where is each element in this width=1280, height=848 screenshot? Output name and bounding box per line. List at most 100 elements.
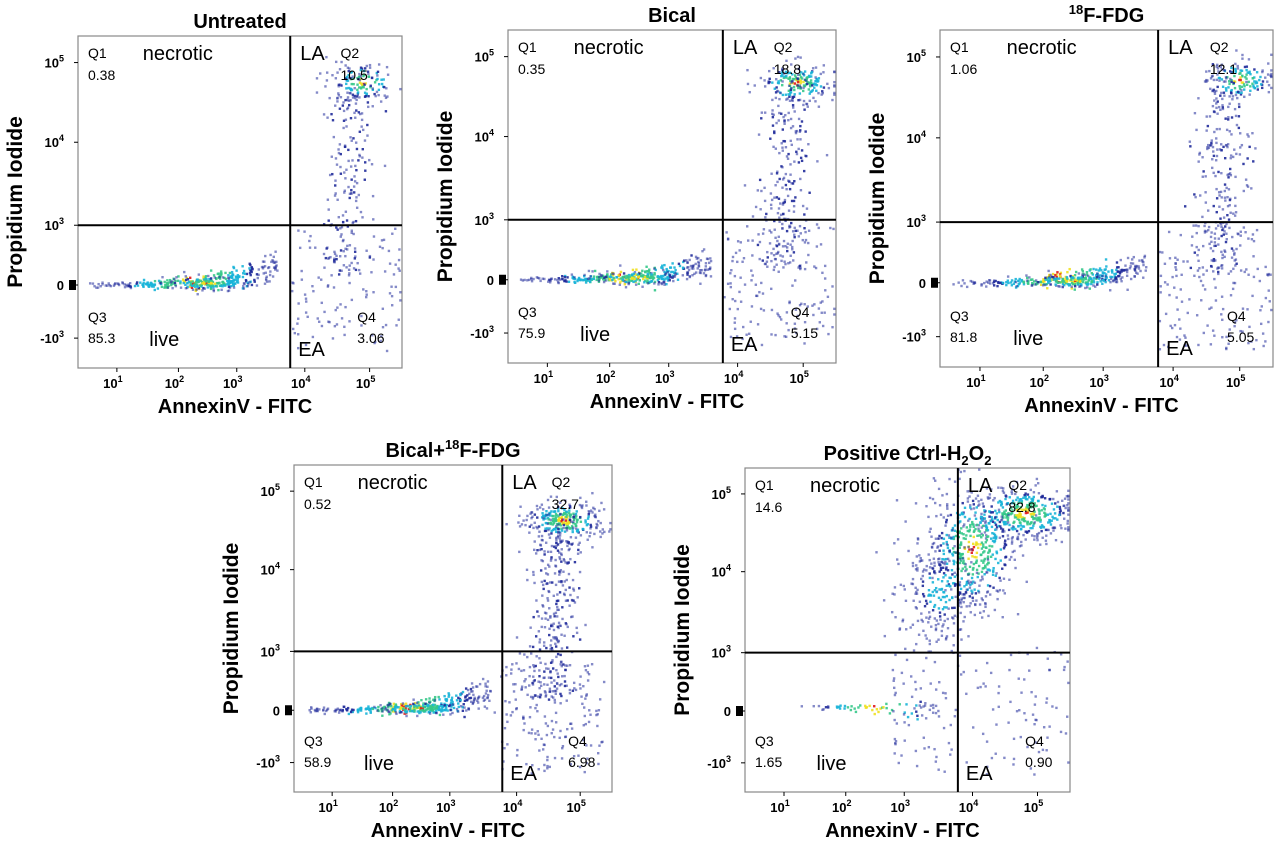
event-dot [961,279,965,282]
event-dot [1247,237,1250,240]
event-dot [761,292,765,295]
event-dot [781,222,784,226]
event-dot [342,238,345,242]
event-dot [556,534,560,537]
event-dot [859,704,862,707]
event-dot [323,712,326,716]
event-dot [768,77,771,81]
event-dot [291,289,294,293]
event-dot [739,300,743,303]
event-dot [731,255,735,259]
event-dot [1178,318,1181,321]
event-dot [1105,265,1108,268]
event-dot [776,170,779,173]
event-dot [556,281,560,284]
event-dot [542,587,545,591]
event-dot [546,522,550,525]
event-dot [153,283,156,287]
event-dot [944,638,948,641]
event-dot [206,283,209,287]
event-dot [536,527,539,530]
event-dot [746,225,749,228]
event-dot [1227,116,1230,119]
event-dot [1049,523,1053,526]
event-dot [1235,49,1238,52]
event-dot [552,527,556,531]
event-dot [1051,272,1055,276]
event-dot [1031,501,1034,505]
event-dot [585,744,588,747]
event-dot [982,561,985,564]
event-dot [547,518,550,521]
event-dot [1218,194,1221,197]
event-dot [765,212,768,216]
event-dot [780,259,783,263]
event-dot [829,226,832,230]
event-dot [320,301,323,305]
event-dot [729,282,732,285]
event-dot [777,80,780,83]
event-dot [873,712,876,716]
event-dot [981,502,985,505]
event-dot [1001,528,1005,531]
event-dot [1213,237,1217,240]
event-dot [407,704,410,708]
event-dot [266,280,269,283]
event-dot [1032,513,1036,516]
event-dot [966,490,969,493]
y-axis-label: Propidium Iodide [434,111,457,283]
event-dot [246,284,249,288]
event-dot [345,125,348,128]
event-dot [815,83,819,87]
event-dot [807,143,810,146]
event-dot [816,160,819,163]
event-dot [1237,90,1240,94]
event-dot [1213,110,1216,114]
event-dot [556,608,559,612]
event-dot [128,285,132,288]
event-dot [1116,270,1119,273]
event-dot [789,126,793,130]
event-dot [1219,65,1222,69]
event-dot [1077,276,1080,279]
event-dot [304,297,308,300]
event-dot [463,715,466,719]
event-dot [801,238,804,242]
event-dot [838,705,841,709]
event-dot [751,215,755,218]
event-dot [366,134,369,137]
event-dot [577,548,580,552]
event-dot [179,286,183,289]
event-dot [449,703,452,707]
event-dot [1067,513,1070,516]
event-dot [573,514,576,517]
event-dot [822,71,825,74]
x-tick-label: 103 [436,798,455,815]
event-dot [1210,259,1213,262]
event-dot [556,505,560,509]
event-dot [1239,93,1243,96]
event-dot [1006,534,1010,537]
event-dot [990,516,993,519]
event-dot [538,641,541,644]
region-label-live: live [1013,328,1043,350]
event-dot [586,757,589,760]
event-dot [565,517,568,520]
event-dot [951,573,954,576]
event-dot [1245,268,1248,271]
event-dot [392,702,396,706]
event-dot [386,709,390,712]
event-dot [397,706,400,709]
event-dot [197,286,201,290]
event-dot [531,683,535,686]
event-dot [1234,62,1237,66]
event-dot [1021,554,1025,557]
event-dot [601,528,605,531]
event-dot [653,273,656,276]
event-dot [554,689,558,693]
event-dot [1227,342,1230,345]
event-dot [384,708,387,711]
event-dot [985,534,988,537]
event-dot [979,543,982,546]
event-dot [388,292,392,295]
